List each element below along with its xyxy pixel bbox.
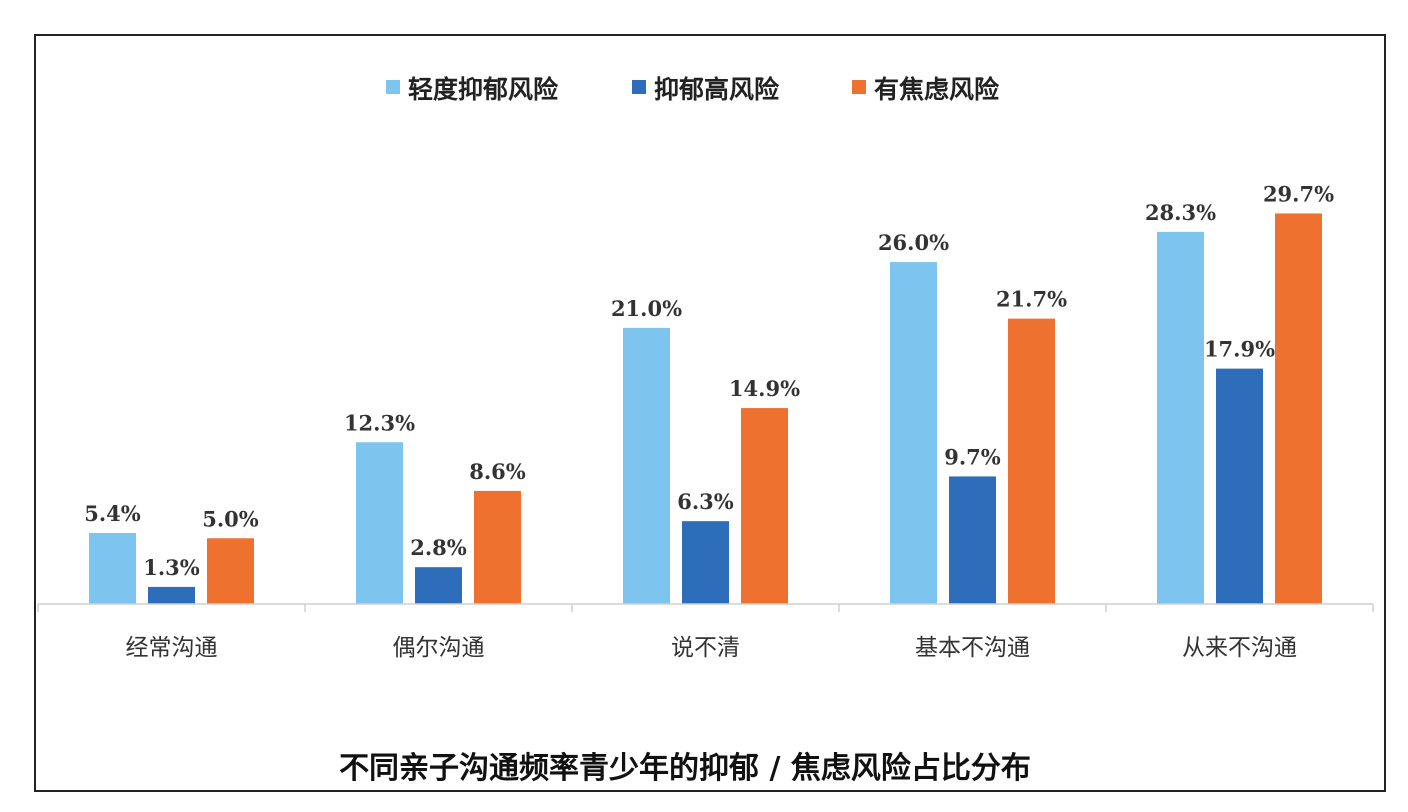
category-label: 从来不沟通 <box>1182 635 1297 661</box>
legend-swatch-3 <box>852 80 866 94</box>
legend-swatch-1 <box>386 80 400 94</box>
data-label: 9.7% <box>944 444 1001 469</box>
category-label: 经常沟通 <box>126 635 218 661</box>
bar-2-5 <box>1216 368 1263 604</box>
data-label: 26.0% <box>878 230 949 255</box>
bar-2-4 <box>949 476 996 604</box>
bar-3-5 <box>1275 213 1322 604</box>
data-label: 12.3% <box>344 410 415 435</box>
x-axis: 经常沟通 偶尔沟通 说不清 基本不沟通 从来不沟通 <box>37 603 1374 661</box>
bar-3-2 <box>474 490 521 604</box>
bar-2-3 <box>682 521 729 604</box>
bar-1-4 <box>890 262 937 604</box>
category-label: 基本不沟通 <box>915 635 1030 661</box>
chart-legend: 轻度抑郁风险 抑郁高风险 有焦虑风险 <box>386 75 1000 104</box>
bar-1-3 <box>623 327 670 604</box>
data-label: 28.3% <box>1145 200 1216 225</box>
bar-2-2 <box>415 567 462 604</box>
category-label: 偶尔沟通 <box>393 635 485 661</box>
data-label: 8.6% <box>469 459 526 484</box>
bar-3-3 <box>741 408 788 604</box>
bar-1-2 <box>356 442 403 604</box>
data-label: 1.3% <box>143 555 200 580</box>
bar-1-1 <box>89 532 136 604</box>
chart-title: 不同亲子沟通频率青少年的抑郁 / 焦虑风险占比分布 <box>339 751 1031 786</box>
data-label: 14.9% <box>729 376 800 401</box>
bar-3-1 <box>207 538 254 604</box>
bar-3-4 <box>1008 318 1055 604</box>
data-label: 21.0% <box>611 296 682 321</box>
legend-label-3: 有焦虑风险 <box>874 75 1000 104</box>
data-label: 5.4% <box>84 501 141 526</box>
data-label: 6.3% <box>677 489 734 514</box>
data-label: 17.9% <box>1204 337 1275 362</box>
chart-bars: 5.4% 1.3%5.0% 12.3% 2.8% 8.6% 21.0% 6.3% 14.9% 2… <box>84 181 1334 605</box>
legend-label-1: 轻度抑郁风险 <box>408 75 559 104</box>
data-label: 2.8% <box>410 535 467 560</box>
data-label: 29.7% <box>1263 181 1334 206</box>
bar-2-1 <box>148 586 195 604</box>
legend-label-2: 抑郁高风险 <box>654 75 780 104</box>
category-label: 说不清 <box>671 635 740 661</box>
legend-swatch-2 <box>632 80 646 94</box>
bar-1-5 <box>1157 231 1204 605</box>
data-label: 5.0% <box>202 506 259 531</box>
data-label: 21.7% <box>996 287 1067 312</box>
